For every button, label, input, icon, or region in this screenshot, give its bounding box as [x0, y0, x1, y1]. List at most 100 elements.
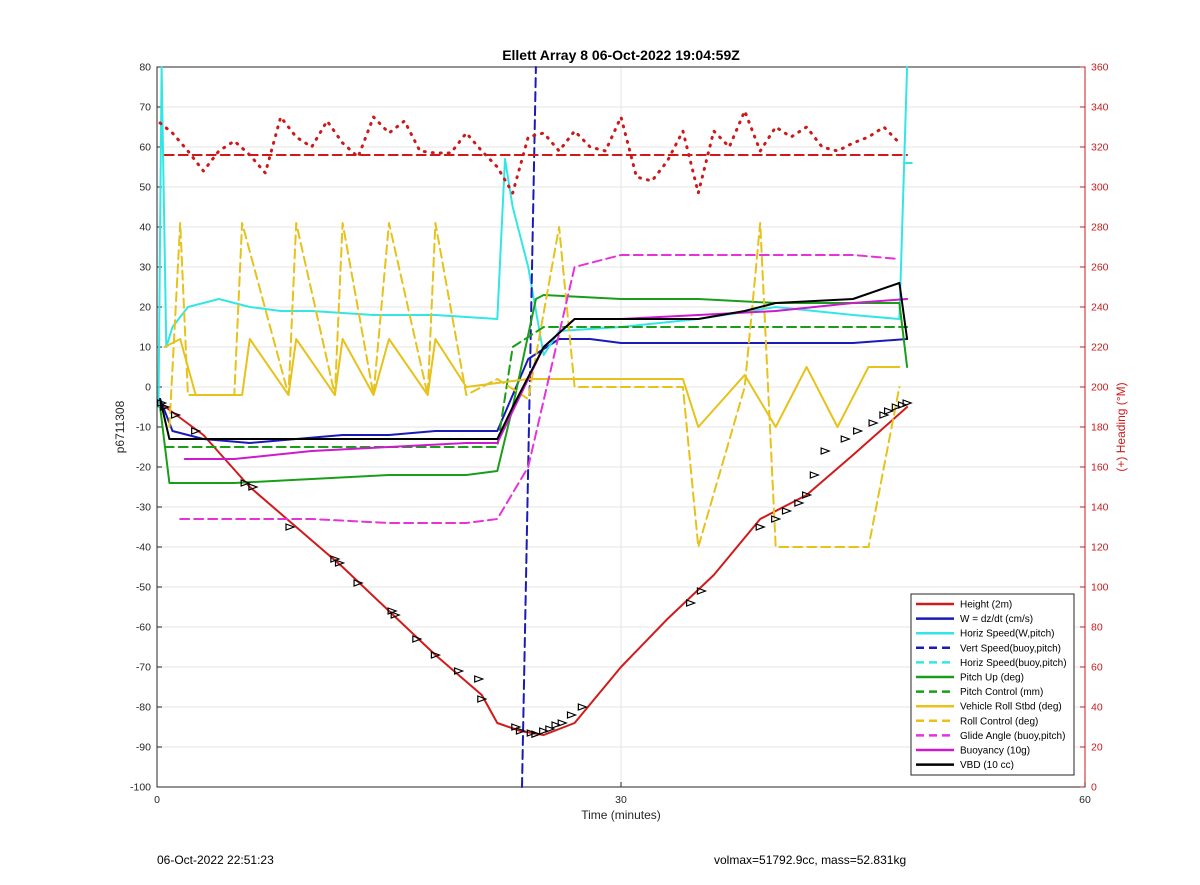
- y-right-tick-label: 320: [1091, 142, 1109, 154]
- y-tick-label: -40: [136, 542, 151, 554]
- y-tick-label: -90: [136, 742, 151, 754]
- y-tick-label: -60: [136, 622, 151, 634]
- data-marker: [879, 411, 890, 419]
- legend-label-2: Horiz Speed(W,pitch): [960, 629, 1054, 640]
- legend-label-4: Horiz Speed(buoy,pitch): [960, 658, 1067, 669]
- y-tick-label: 10: [139, 342, 151, 354]
- legend-label-6: Pitch Control (mm): [960, 687, 1043, 698]
- y-tick-label: 60: [139, 142, 151, 154]
- data-marker: [755, 523, 766, 531]
- series-line-1: [159, 338, 909, 444]
- y-right-tick-label: 200: [1091, 382, 1109, 394]
- y-axis-label-right: (+) Heading (°M): [1114, 382, 1128, 471]
- data-marker: [170, 411, 182, 419]
- data-marker: [526, 729, 538, 737]
- y-right-tick-label: 280: [1091, 222, 1109, 234]
- y-tick-label: -50: [136, 582, 151, 594]
- y-tick-label: -80: [136, 702, 151, 714]
- y-tick-label: 40: [139, 222, 151, 234]
- data-marker: [801, 491, 813, 499]
- data-marker: [853, 427, 864, 435]
- data-marker: [248, 483, 259, 491]
- data-marker: [557, 719, 568, 727]
- data-marker: [515, 727, 527, 735]
- y-tick-label: 70: [139, 102, 151, 114]
- legend-box: [910, 593, 1075, 776]
- data-marker: [902, 399, 913, 407]
- chart-title: Ellett Array 8 06-Oct-2022 19:04:59Z: [502, 47, 740, 63]
- x-tick-label: 60: [1079, 794, 1091, 806]
- series-line-7: [163, 338, 901, 428]
- y-tick-label: -30: [136, 502, 151, 514]
- y-right-tick-label: 360: [1091, 62, 1109, 74]
- marker-layer: [157, 399, 913, 739]
- data-marker: [531, 730, 542, 739]
- x-axis-label: Time (minutes): [581, 808, 661, 822]
- y-right-tick-label: 40: [1091, 702, 1103, 714]
- data-marker: [390, 611, 401, 619]
- footer-timestamp: 06-Oct-2022 22:51:23: [157, 853, 274, 867]
- y-tick-label: 0: [145, 382, 151, 394]
- y-right-tick-label: 160: [1091, 462, 1109, 474]
- y-right-tick-label: 120: [1091, 542, 1109, 554]
- legend-label-11: VBD (10 cc): [960, 760, 1014, 771]
- y-tick-label: -70: [136, 662, 151, 674]
- legend-label-7: Vehicle Roll Stbd (deg): [960, 702, 1062, 713]
- legend-label-1: W = dz/dt (cm/s): [960, 614, 1033, 625]
- y-right-tick-label: 220: [1091, 342, 1109, 354]
- legend-label-8: Roll Control (deg): [960, 716, 1038, 727]
- data-marker: [191, 427, 202, 435]
- data-marker: [840, 435, 851, 443]
- footer-vehicle-params: volmax=51792.9cc, mass=52.831kg: [714, 853, 907, 867]
- series-line-3: [521, 66, 537, 788]
- data-marker: [334, 559, 346, 567]
- y-tick-label: -100: [130, 782, 151, 794]
- y-right-tick-label: 60: [1091, 662, 1103, 674]
- data-marker: [240, 479, 251, 487]
- legend-label-0: Height (2m): [960, 600, 1012, 611]
- data-marker: [412, 635, 423, 643]
- y-right-tick-label: 80: [1091, 622, 1103, 634]
- series-line-12: [158, 109, 901, 195]
- y-right-tick-label: 100: [1091, 582, 1109, 594]
- y-axis-right-ticks: 3603403203002802602402202001801601401201…: [1080, 62, 1109, 794]
- data-marker: [160, 403, 171, 411]
- data-marker: [685, 599, 697, 607]
- y-axis-label-left: p6711308: [113, 400, 127, 453]
- data-marker: [330, 555, 341, 563]
- x-tick-label: 0: [154, 794, 160, 806]
- y-tick-label: 80: [139, 62, 151, 74]
- data-marker: [809, 471, 821, 479]
- data-marker: [454, 667, 465, 675]
- legend: Height (2m) W = dz/dt (cm/s) Horiz Speed(W…: [910, 593, 1075, 776]
- y-tick-label: 30: [139, 262, 151, 274]
- legend-label-9: Glide Angle (buoy,pitch): [960, 731, 1065, 742]
- legend-label-3: Vert Speed(buoy,pitch): [960, 643, 1061, 654]
- y-tick-label: -20: [136, 462, 151, 474]
- data-marker: [477, 695, 488, 703]
- data-marker: [566, 711, 578, 719]
- y-right-tick-label: 180: [1091, 422, 1109, 434]
- y-right-tick-label: 260: [1091, 262, 1109, 274]
- y-tick-label: 50: [139, 182, 151, 194]
- data-marker: [891, 403, 903, 411]
- data-marker: [781, 507, 793, 515]
- data-marker: [820, 447, 831, 455]
- data-marker: [430, 651, 442, 659]
- data-marker: [771, 515, 782, 523]
- series-line-9: [179, 254, 901, 524]
- y-right-tick-label: 20: [1091, 742, 1103, 754]
- data-marker: [474, 675, 485, 683]
- data-marker: [551, 721, 562, 729]
- y-tick-label: 20: [139, 302, 151, 314]
- data-marker: [511, 723, 522, 731]
- y-right-tick-label: 300: [1091, 182, 1109, 194]
- data-marker: [868, 419, 879, 427]
- data-marker: [545, 725, 556, 733]
- x-axis-ticks: 0 30 60: [154, 782, 1091, 806]
- data-marker: [897, 401, 909, 409]
- legend-label-5: Pitch Up (deg): [960, 673, 1024, 684]
- series-line-5: [159, 294, 909, 484]
- data-marker: [353, 579, 364, 587]
